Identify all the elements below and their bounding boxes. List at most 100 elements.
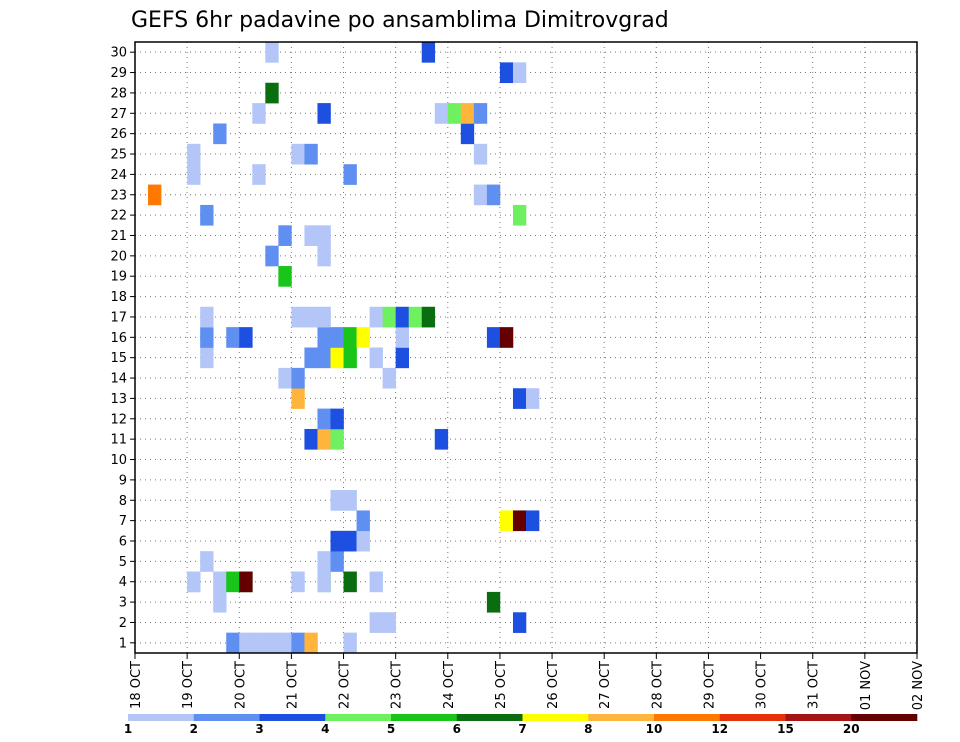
heatmap-cell bbox=[252, 103, 266, 124]
y-tick-label: 25 bbox=[110, 148, 127, 163]
heatmap-cell bbox=[486, 184, 501, 206]
heatmap-cell bbox=[460, 103, 475, 124]
y-tick-label: 30 bbox=[110, 46, 127, 61]
heatmap-cell bbox=[434, 103, 449, 124]
heatmap-cell bbox=[434, 428, 449, 450]
heatmap-cell bbox=[304, 225, 318, 246]
x-tick-label: 28 OCT bbox=[650, 661, 665, 709]
heatmap-cell bbox=[499, 327, 514, 348]
plot-frame bbox=[134, 41, 918, 654]
heatmap-cell bbox=[356, 510, 370, 532]
x-tick-label: 20 OCT bbox=[233, 661, 248, 709]
x-tick-label: 25 OCT bbox=[494, 661, 509, 709]
heatmap-cell bbox=[486, 327, 501, 348]
x-tick-label: 02 NOV bbox=[911, 661, 926, 710]
x-tick-label: 19 OCT bbox=[181, 661, 196, 709]
heatmap-cell bbox=[486, 591, 501, 613]
heatmap-cell bbox=[330, 408, 344, 430]
colorbar-swatch bbox=[719, 714, 786, 721]
y-tick-label: 26 bbox=[110, 127, 127, 142]
heatmap-cell bbox=[473, 184, 488, 206]
heatmap-cell bbox=[421, 306, 436, 328]
heatmap-cell bbox=[304, 306, 318, 328]
cells-layer bbox=[148, 42, 540, 654]
y-tick-label: 21 bbox=[110, 229, 127, 244]
chart-title: GEFS 6hr padavine po ansamblima Dimitrov… bbox=[131, 8, 669, 33]
y-axis: 1234567891011121314151617181920212223242… bbox=[110, 46, 135, 651]
y-tick-label: 19 bbox=[110, 270, 127, 285]
colorbar-swatch bbox=[785, 714, 852, 721]
heatmap-cell bbox=[265, 245, 279, 267]
heatmap-cell bbox=[330, 490, 344, 511]
heatmap-cell bbox=[265, 632, 279, 654]
heatmap-cell bbox=[239, 571, 253, 593]
heatmap-cell bbox=[499, 510, 514, 532]
y-tick-label: 15 bbox=[110, 351, 127, 366]
heatmap-cell bbox=[343, 571, 357, 593]
heatmap-cell bbox=[512, 388, 527, 409]
heatmap-cell bbox=[317, 327, 331, 348]
y-tick-label: 5 bbox=[119, 555, 127, 570]
heatmap-cell bbox=[317, 347, 331, 369]
heatmap-cell bbox=[226, 571, 240, 593]
heatmap-cell bbox=[356, 327, 370, 348]
heatmap-cell bbox=[239, 632, 253, 654]
heatmap-cell bbox=[304, 143, 318, 165]
colorbar-swatch bbox=[259, 714, 326, 721]
y-tick-label: 10 bbox=[110, 453, 127, 468]
x-tick-label: 21 OCT bbox=[285, 661, 300, 709]
y-tick-label: 23 bbox=[110, 188, 127, 203]
x-axis: 18 OCT 19 OCT 20 OCT 21 OCT 22 OCT 23 OCT 24 O… bbox=[129, 653, 926, 710]
colorbar-label: 2 bbox=[190, 722, 198, 736]
heatmap-cell bbox=[226, 327, 240, 348]
heatmap-cell bbox=[213, 123, 227, 145]
colorbar-swatch bbox=[325, 714, 392, 721]
heatmap-cell bbox=[317, 428, 331, 450]
heatmap-cell bbox=[226, 632, 240, 654]
heatmap-cell bbox=[330, 551, 344, 572]
y-tick-label: 1 bbox=[119, 636, 127, 651]
colorbar-swatch bbox=[193, 714, 260, 721]
heatmap-cell bbox=[395, 306, 409, 328]
colorbar-label: 4 bbox=[321, 722, 329, 736]
x-tick-label: 24 OCT bbox=[442, 661, 457, 709]
heatmap-cell bbox=[447, 103, 462, 124]
heatmap-cell bbox=[421, 42, 436, 63]
heatmap-cell bbox=[330, 530, 344, 552]
heatmap-cell bbox=[330, 327, 344, 348]
heatmap-cell bbox=[213, 591, 227, 613]
heatmap-cell bbox=[187, 143, 201, 165]
x-tick-label: 01 NOV bbox=[859, 661, 874, 710]
y-tick-label: 2 bbox=[119, 616, 127, 631]
heatmap-cell bbox=[265, 82, 279, 104]
colorbar-swatch bbox=[851, 714, 918, 721]
colorbar-label: 20 bbox=[843, 722, 860, 736]
y-tick-label: 8 bbox=[119, 494, 127, 509]
heatmap-cell bbox=[200, 347, 214, 369]
heatmap-cell bbox=[369, 612, 383, 633]
heatmap-cell bbox=[317, 245, 331, 267]
heatmap-cell bbox=[343, 490, 357, 511]
heatmap-cell bbox=[200, 204, 214, 226]
heatmap-cell bbox=[187, 164, 201, 185]
heatmap-cell bbox=[291, 632, 305, 654]
y-tick-label: 16 bbox=[110, 331, 127, 346]
y-tick-label: 13 bbox=[110, 392, 127, 407]
heatmap-cell bbox=[343, 164, 357, 185]
heatmap-cell bbox=[369, 571, 383, 593]
y-tick-label: 7 bbox=[119, 514, 127, 529]
heatmap-cell bbox=[291, 143, 305, 165]
heatmap-cell bbox=[252, 164, 266, 185]
heatmap-cell bbox=[200, 327, 214, 348]
colorbar-label: 5 bbox=[387, 722, 395, 736]
colorbar-label: 6 bbox=[453, 722, 461, 736]
y-tick-label: 6 bbox=[119, 534, 127, 549]
heatmap-cell bbox=[343, 347, 357, 369]
y-tick-label: 9 bbox=[119, 473, 127, 488]
heatmap-cell bbox=[239, 327, 253, 348]
heatmap-cell bbox=[512, 612, 527, 633]
heatmap-cell bbox=[278, 632, 292, 654]
heatmap-cell bbox=[148, 184, 162, 206]
heatmap-cell bbox=[278, 225, 292, 246]
